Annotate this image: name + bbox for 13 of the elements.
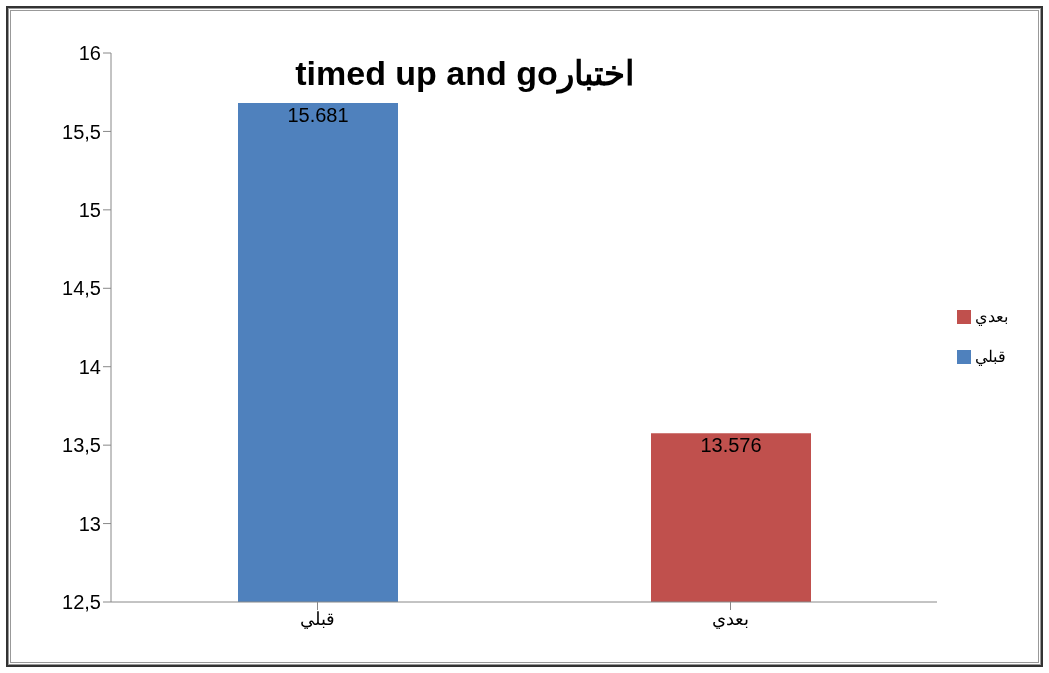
y-tick-label: 15,5: [62, 120, 101, 143]
y-tick-label: 14: [78, 355, 101, 378]
y-tick-label: 14,5: [62, 277, 101, 300]
data-label: 15.681: [287, 104, 349, 127]
y-tick-label: 12,5: [62, 591, 101, 614]
legend-label: بعدي: [975, 307, 1008, 325]
y-tick-label: 13: [78, 512, 101, 535]
chart-title: timed up and goاختبار: [295, 54, 634, 92]
y-tick-label: 13,5: [62, 434, 101, 457]
y-tick-label: 15: [78, 198, 101, 221]
y-tick-label: 16: [78, 42, 101, 65]
data-label: 13.576: [700, 434, 762, 457]
legend-label: قبلي: [975, 347, 1006, 365]
